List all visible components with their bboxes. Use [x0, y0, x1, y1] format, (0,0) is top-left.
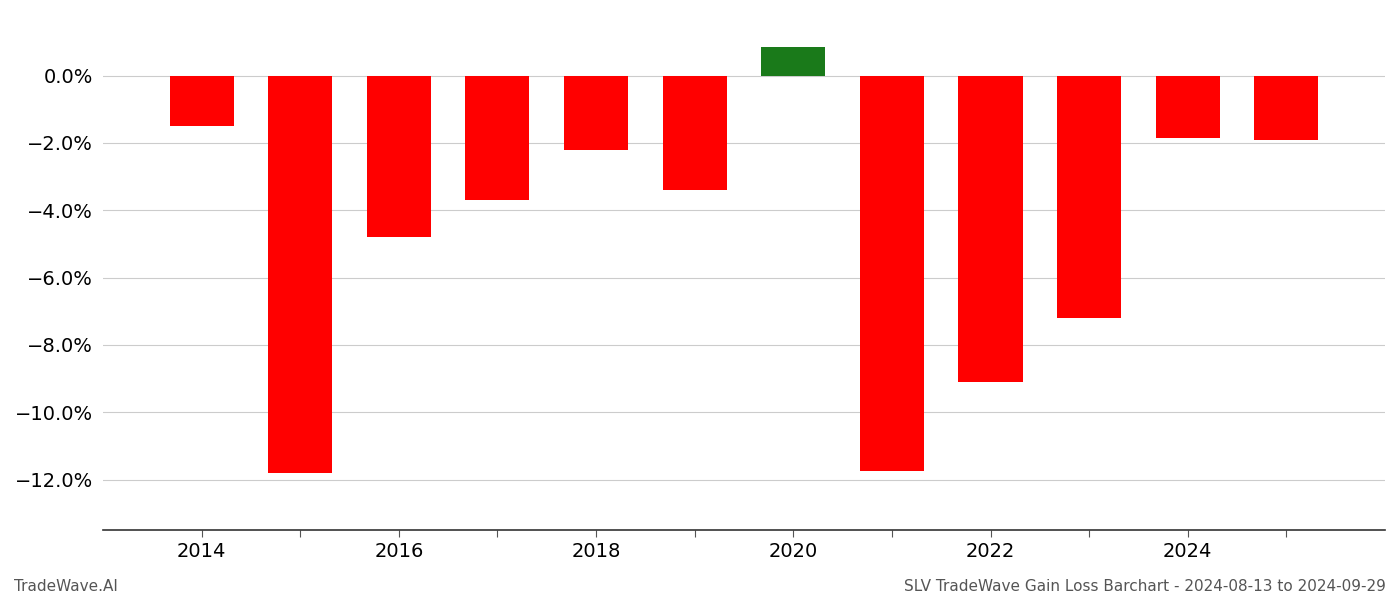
Text: TradeWave.AI: TradeWave.AI [14, 579, 118, 594]
Bar [1254, 76, 1319, 140]
Bar [169, 76, 234, 126]
Bar [564, 76, 629, 149]
Bar [465, 76, 529, 200]
Bar [1156, 76, 1219, 138]
Bar [662, 76, 727, 190]
Bar [1057, 76, 1121, 318]
Bar [959, 76, 1022, 382]
Bar [367, 76, 431, 237]
Bar [762, 47, 826, 76]
Text: SLV TradeWave Gain Loss Barchart - 2024-08-13 to 2024-09-29: SLV TradeWave Gain Loss Barchart - 2024-… [904, 579, 1386, 594]
Bar [860, 76, 924, 471]
Bar [269, 76, 332, 473]
